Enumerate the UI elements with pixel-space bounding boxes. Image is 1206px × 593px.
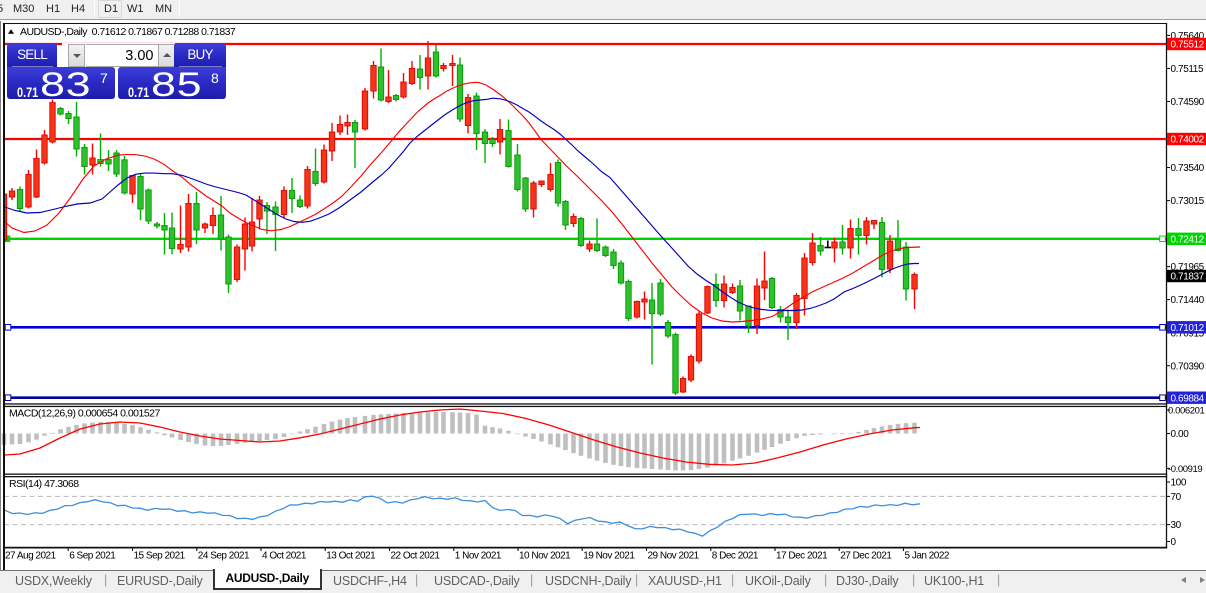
svg-text:0.71965: 0.71965 xyxy=(1171,262,1205,273)
svg-text:5 Jan 2022: 5 Jan 2022 xyxy=(905,551,950,562)
svg-text:6 Sep 2021: 6 Sep 2021 xyxy=(69,551,116,562)
svg-text:MACD(12,26,9) 0.000654 0.00152: MACD(12,26,9) 0.000654 0.001527 xyxy=(9,408,161,420)
svg-text:17 Dec 2021: 17 Dec 2021 xyxy=(776,551,828,562)
svg-text:0.71440: 0.71440 xyxy=(1171,295,1205,306)
svg-text:22 Oct 2021: 22 Oct 2021 xyxy=(391,551,441,562)
svg-text:0.71012: 0.71012 xyxy=(1171,323,1205,334)
svg-text:AUDUSD-,Daily 0.71612 0.71867: AUDUSD-,Daily 0.71612 0.71867 0.71288 0.… xyxy=(20,26,236,38)
svg-text:0.74590: 0.74590 xyxy=(1171,97,1205,108)
svg-text:15 Sep 2021: 15 Sep 2021 xyxy=(134,551,186,562)
svg-text:29 Nov 2021: 29 Nov 2021 xyxy=(648,551,700,562)
svg-text:0.70390: 0.70390 xyxy=(1171,361,1205,372)
svg-text:24 Sep 2021: 24 Sep 2021 xyxy=(198,551,250,562)
svg-text:RSI(14) 47.3068: RSI(14) 47.3068 xyxy=(9,478,79,490)
svg-text:8 Dec 2021: 8 Dec 2021 xyxy=(712,551,759,562)
svg-text:0.71837: 0.71837 xyxy=(1171,272,1205,283)
svg-text:0.70915: 0.70915 xyxy=(1171,328,1205,339)
svg-text:0.75115: 0.75115 xyxy=(1171,64,1204,75)
svg-text:70: 70 xyxy=(1171,492,1182,503)
svg-text:-0.00919: -0.00919 xyxy=(1168,464,1202,475)
svg-text:1 Nov 2021: 1 Nov 2021 xyxy=(455,551,502,562)
svg-text:0.73540: 0.73540 xyxy=(1171,163,1205,174)
svg-text:0.006201: 0.006201 xyxy=(1168,406,1205,417)
svg-text:100: 100 xyxy=(1171,478,1187,489)
svg-text:19 Nov 2021: 19 Nov 2021 xyxy=(583,551,635,562)
svg-text:0.74002: 0.74002 xyxy=(1171,135,1205,146)
svg-text:0: 0 xyxy=(1171,537,1177,548)
svg-text:0.75640: 0.75640 xyxy=(1171,31,1205,42)
svg-text:0.72412: 0.72412 xyxy=(1171,234,1205,245)
svg-text:0.75512: 0.75512 xyxy=(1171,40,1205,51)
svg-text:30: 30 xyxy=(1171,520,1182,531)
svg-text:27 Dec 2021: 27 Dec 2021 xyxy=(840,551,892,562)
svg-text:0.69884: 0.69884 xyxy=(1171,393,1205,404)
svg-text:27 Aug 2021: 27 Aug 2021 xyxy=(5,551,57,562)
svg-text:10 Nov 2021: 10 Nov 2021 xyxy=(519,551,571,562)
svg-text:0.73015: 0.73015 xyxy=(1171,196,1205,207)
svg-text:0.00: 0.00 xyxy=(1171,429,1190,440)
svg-text:13 Oct 2021: 13 Oct 2021 xyxy=(326,551,376,562)
svg-text:4 Oct 2021: 4 Oct 2021 xyxy=(262,551,307,562)
